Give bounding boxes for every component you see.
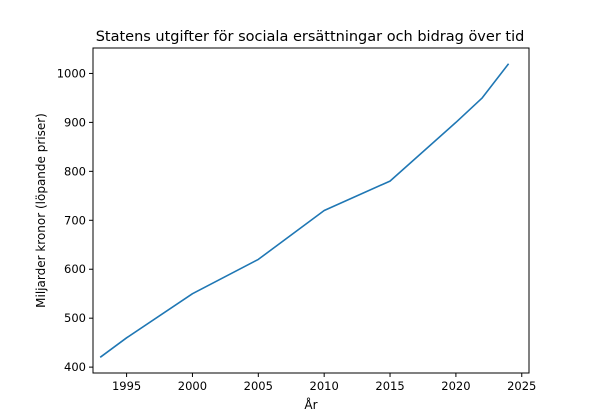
x-tick-label: 1995	[112, 379, 141, 393]
x-axis-ticks: 1995 2000 2005 2010 2015 2020 2025	[112, 373, 536, 393]
chart-title: Statens utgifter för sociala ersättninga…	[96, 29, 525, 45]
y-tick-label: 400	[64, 360, 86, 374]
x-tick-label: 2025	[507, 379, 536, 393]
y-axis-ticks: 400 500 600 700 800 900 1000	[57, 66, 93, 374]
x-tick-label: 2005	[244, 379, 273, 393]
x-tick-label: 2010	[310, 379, 339, 393]
x-tick-label: 2020	[441, 379, 470, 393]
y-tick-label: 1000	[57, 66, 86, 80]
x-tick-label: 2015	[375, 379, 404, 393]
y-tick-label: 600	[64, 262, 86, 276]
y-tick-label: 500	[64, 311, 86, 325]
series-line	[99, 63, 510, 358]
y-axis-label: Miljarder kronor (löpande priser)	[34, 113, 48, 308]
y-tick-label: 700	[64, 213, 86, 227]
x-tick-label: 2000	[178, 379, 207, 393]
y-tick-label: 900	[64, 115, 86, 129]
plot-frame	[92, 47, 530, 374]
x-axis-label: År	[304, 397, 317, 412]
y-tick-label: 800	[64, 164, 86, 178]
series-group	[99, 63, 510, 358]
